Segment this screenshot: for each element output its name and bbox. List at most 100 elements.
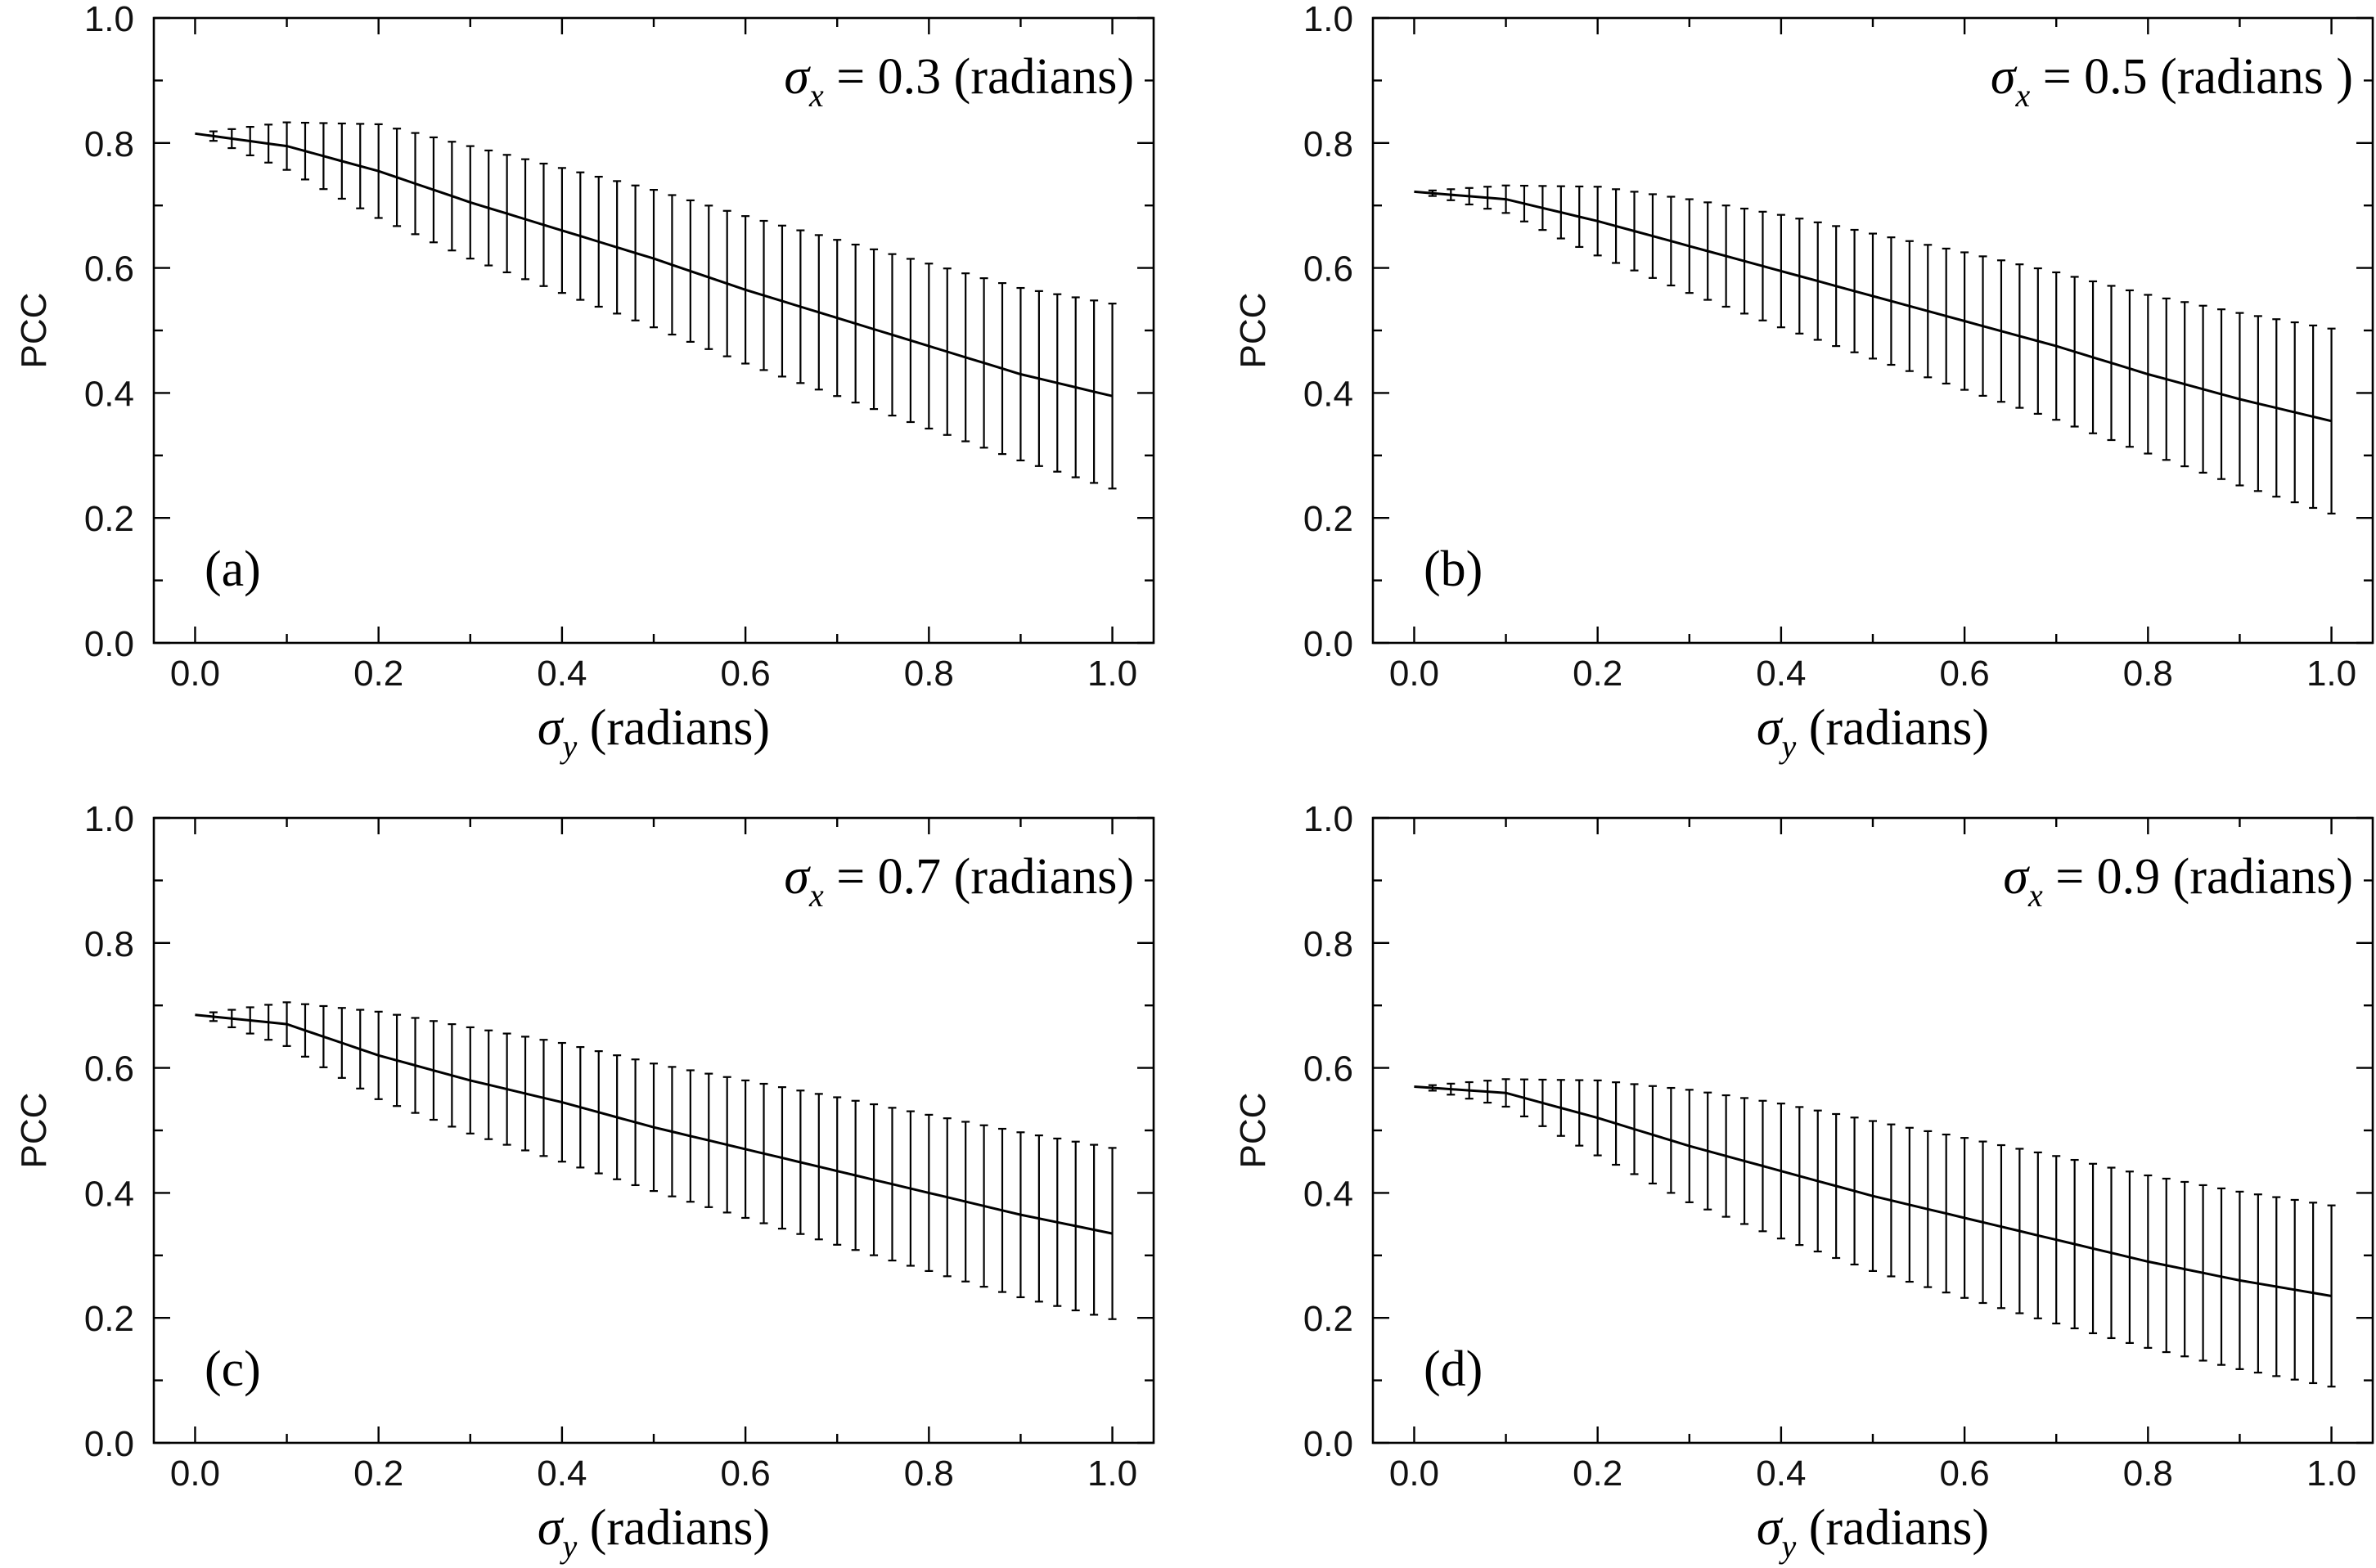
error-bar — [943, 267, 952, 436]
error-bar — [1501, 184, 1510, 214]
x-tick-label: 0.6 — [1940, 1453, 1990, 1494]
x-tick-label: 1.0 — [2306, 654, 2356, 694]
error-bar — [557, 1041, 566, 1163]
error-bar — [1667, 195, 1676, 287]
error-bar — [1630, 191, 1639, 272]
y-tick-label: 0.0 — [84, 1424, 134, 1464]
error-bar — [1795, 218, 1804, 335]
y-tick-label: 0.4 — [1303, 374, 1353, 414]
error-bar — [1090, 299, 1099, 484]
error-bar — [282, 1001, 291, 1047]
error-bar — [374, 123, 383, 219]
error-bar — [1758, 1099, 1767, 1233]
error-bar — [1721, 204, 1730, 308]
error-bar — [851, 243, 860, 404]
error-bar — [2089, 1162, 2098, 1335]
error-bar — [1960, 251, 1969, 391]
error-bar — [704, 204, 713, 350]
y-axis-label: PCC — [1233, 1093, 1273, 1169]
y-tick-label: 0.0 — [1303, 624, 1353, 664]
chart-panel-c: 0.0 0.2 0.4 0.6 0.8 1.0 0.0 0.2 0.4 0.6 0.8 1.0 PCC σ… — [14, 799, 1155, 1565]
y-tick-label: 1.0 — [1303, 799, 1353, 839]
error-bar — [1501, 1078, 1510, 1108]
error-bar — [2180, 1180, 2189, 1358]
error-bar — [870, 248, 879, 411]
error-bar — [2033, 267, 2042, 416]
error-bar — [2144, 294, 2153, 455]
error-bar — [1887, 1123, 1896, 1278]
y-axis-label: PCC — [14, 293, 54, 369]
y-axis-label: PCC — [14, 1093, 54, 1169]
error-bar — [557, 167, 566, 294]
x-tick-label: 1.0 — [1087, 654, 1137, 694]
y-tick-label: 0.6 — [84, 249, 134, 290]
error-bar — [2144, 1174, 2153, 1349]
error-bar — [1648, 1085, 1657, 1185]
error-bar — [576, 1045, 585, 1169]
error-bar — [1869, 232, 1877, 360]
error-bar — [411, 132, 420, 236]
error-bar — [851, 1099, 860, 1251]
x-tick-label: 0.4 — [1756, 1453, 1806, 1494]
error-bar — [1905, 1126, 1914, 1283]
error-bar — [448, 141, 457, 252]
x-tick-label: 0.8 — [2123, 1453, 2173, 1494]
error-bar — [1850, 228, 1859, 353]
error-bar — [906, 1110, 915, 1267]
error-bar — [2033, 1151, 2042, 1319]
error-bar — [2107, 285, 2116, 442]
error-bar — [484, 149, 493, 267]
error-bar — [686, 199, 695, 344]
x-axis-label: σy (radians) — [538, 1500, 770, 1565]
error-bar — [2198, 1184, 2207, 1362]
x-tick-label: 0.2 — [1573, 654, 1622, 694]
error-bar — [1090, 1143, 1099, 1316]
y-tick-label: 0.8 — [84, 124, 134, 164]
error-bar — [1685, 198, 1694, 294]
error-bar — [448, 1023, 457, 1128]
error-bar — [668, 194, 677, 336]
error-bar — [2162, 297, 2171, 461]
error-bar — [1428, 1084, 1437, 1092]
error-bar — [870, 1103, 879, 1256]
error-bar — [2253, 315, 2262, 492]
x-axis-label: σy (radians) — [1757, 1500, 1989, 1565]
error-bar — [466, 145, 475, 260]
error-bar — [1942, 1133, 1951, 1294]
x-tick-label: 0.6 — [721, 1453, 771, 1494]
error-bar — [429, 136, 438, 244]
x-tick-label: 0.0 — [1389, 1453, 1439, 1494]
error-bar — [1832, 1112, 1841, 1260]
error-bar — [1556, 1079, 1565, 1137]
error-bar — [521, 158, 530, 281]
error-bar — [613, 180, 622, 315]
y-tick-label: 1.0 — [84, 799, 134, 839]
error-bar — [943, 1117, 952, 1278]
x-tick-label: 0.4 — [537, 1453, 587, 1494]
error-bar — [1960, 1137, 1969, 1299]
y-tick-label: 0.0 — [84, 624, 134, 664]
error-bar — [356, 1009, 365, 1090]
error-bar — [2162, 1177, 2171, 1354]
error-bar — [722, 1076, 731, 1214]
error-bar — [613, 1054, 622, 1180]
error-bar — [1556, 185, 1565, 240]
error-bar — [2052, 1155, 2061, 1325]
error-bar — [1776, 1103, 1785, 1240]
panel-label: (a) — [205, 541, 261, 597]
error-bar — [1795, 1106, 1804, 1247]
error-bar — [1776, 213, 1785, 329]
error-bar — [2290, 1198, 2299, 1381]
error-bar — [668, 1066, 677, 1197]
x-tick-label: 0.8 — [904, 654, 954, 694]
error-bar — [1519, 184, 1528, 222]
error-bar — [1758, 210, 1767, 321]
error-bar — [2107, 1166, 2116, 1340]
error-bar — [979, 1124, 988, 1288]
error-bar — [1703, 1091, 1712, 1211]
error-bar — [2327, 327, 2336, 514]
error-bar — [300, 1003, 309, 1058]
error-bar — [686, 1069, 695, 1203]
error-bar — [319, 122, 328, 191]
plot-frame — [152, 16, 1155, 645]
